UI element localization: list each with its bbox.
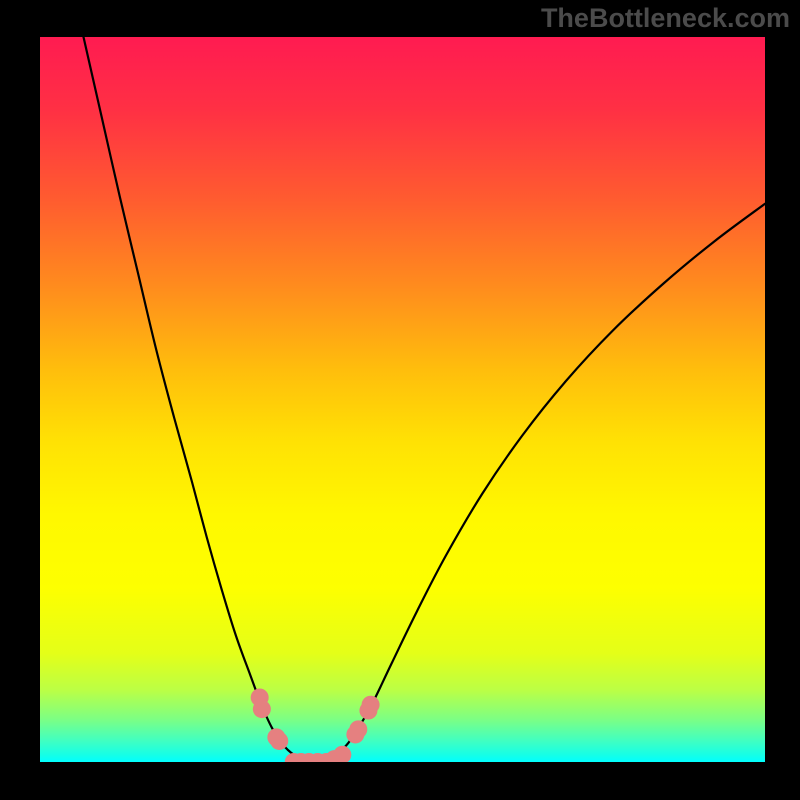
marker-point [270, 732, 288, 750]
gradient-plot-area [40, 37, 765, 762]
marker-point [349, 720, 367, 738]
chart-container: TheBottleneck.com [0, 0, 800, 800]
gradient-background [40, 37, 765, 762]
marker-point [362, 696, 380, 714]
marker-point [253, 700, 271, 718]
watermark-text: TheBottleneck.com [541, 3, 790, 34]
plot-svg [40, 37, 765, 762]
